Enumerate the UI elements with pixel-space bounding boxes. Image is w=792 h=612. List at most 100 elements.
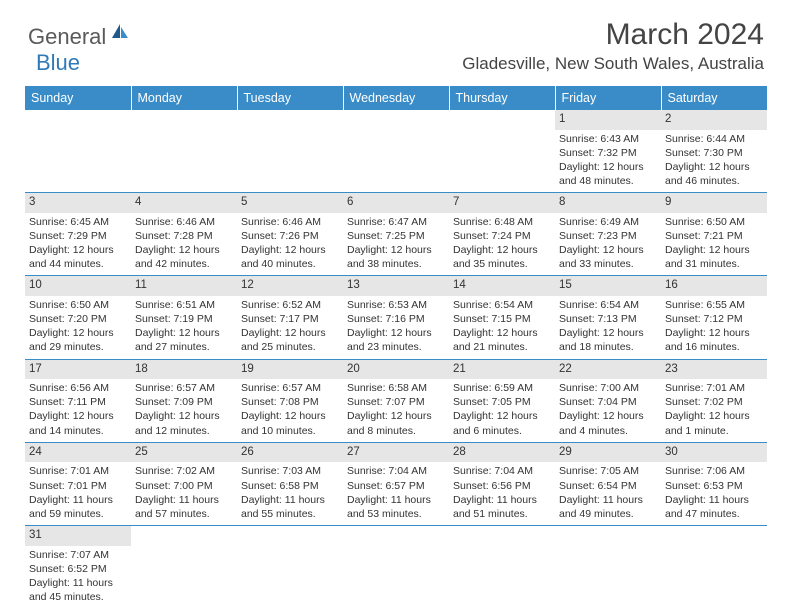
day-number: 21 (449, 360, 555, 380)
calendar-cell: 25Sunrise: 7:02 AMSunset: 7:00 PMDayligh… (131, 442, 237, 525)
calendar-cell (555, 526, 661, 609)
day-number: 27 (343, 443, 449, 463)
sunset-text: Sunset: 7:25 PM (347, 229, 445, 243)
daylight-text: Daylight: 12 hours (347, 326, 445, 340)
day-number: 10 (25, 276, 131, 296)
calendar-cell: 7Sunrise: 6:48 AMSunset: 7:24 PMDaylight… (449, 193, 555, 276)
sunrise-text: Sunrise: 6:47 AM (347, 215, 445, 229)
daylight-text: Daylight: 12 hours (29, 243, 127, 257)
daylight-text: Daylight: 11 hours (29, 576, 127, 590)
day-number: 22 (555, 360, 661, 380)
sunrise-text: Sunrise: 6:50 AM (665, 215, 763, 229)
dayheader-wed: Wednesday (343, 86, 449, 110)
day-number: 2 (661, 110, 767, 130)
day-number: 11 (131, 276, 237, 296)
daylight-text: and 47 minutes. (665, 507, 763, 521)
sunrise-text: Sunrise: 6:51 AM (135, 298, 233, 312)
calendar-cell: 23Sunrise: 7:01 AMSunset: 7:02 PMDayligh… (661, 359, 767, 442)
calendar-row: 31Sunrise: 7:07 AMSunset: 6:52 PMDayligh… (25, 526, 767, 609)
daylight-text: Daylight: 12 hours (559, 160, 657, 174)
daylight-text: Daylight: 12 hours (559, 326, 657, 340)
sunrise-text: Sunrise: 6:46 AM (241, 215, 339, 229)
day-number: 14 (449, 276, 555, 296)
daylight-text: and 45 minutes. (29, 590, 127, 604)
daylight-text: and 49 minutes. (559, 507, 657, 521)
calendar-cell: 12Sunrise: 6:52 AMSunset: 7:17 PMDayligh… (237, 276, 343, 359)
logo: General (28, 24, 132, 50)
calendar-table: Sunday Monday Tuesday Wednesday Thursday… (25, 86, 767, 608)
sunrise-text: Sunrise: 6:48 AM (453, 215, 551, 229)
day-number: 1 (555, 110, 661, 130)
daylight-text: and 8 minutes. (347, 424, 445, 438)
sunset-text: Sunset: 7:28 PM (135, 229, 233, 243)
calendar-cell: 22Sunrise: 7:00 AMSunset: 7:04 PMDayligh… (555, 359, 661, 442)
title-block: March 2024 Gladesville, New South Wales,… (462, 18, 764, 74)
calendar-cell: 31Sunrise: 7:07 AMSunset: 6:52 PMDayligh… (25, 526, 131, 609)
sunset-text: Sunset: 7:01 PM (29, 479, 127, 493)
sunrise-text: Sunrise: 7:01 AM (665, 381, 763, 395)
day-header-row: Sunday Monday Tuesday Wednesday Thursday… (25, 86, 767, 110)
dayheader-tue: Tuesday (237, 86, 343, 110)
sunset-text: Sunset: 7:05 PM (453, 395, 551, 409)
daylight-text: and 33 minutes. (559, 257, 657, 271)
sunset-text: Sunset: 7:29 PM (29, 229, 127, 243)
daylight-text: and 25 minutes. (241, 340, 339, 354)
daylight-text: Daylight: 12 hours (29, 409, 127, 423)
logo-text-general: General (28, 24, 106, 50)
daylight-text: and 18 minutes. (559, 340, 657, 354)
daylight-text: Daylight: 12 hours (453, 326, 551, 340)
daylight-text: and 57 minutes. (135, 507, 233, 521)
sunset-text: Sunset: 7:24 PM (453, 229, 551, 243)
sunset-text: Sunset: 7:23 PM (559, 229, 657, 243)
sunrise-text: Sunrise: 7:03 AM (241, 464, 339, 478)
sunset-text: Sunset: 7:12 PM (665, 312, 763, 326)
daylight-text: Daylight: 12 hours (665, 243, 763, 257)
day-number: 19 (237, 360, 343, 380)
daylight-text: and 51 minutes. (453, 507, 551, 521)
sunrise-text: Sunrise: 6:44 AM (665, 132, 763, 146)
calendar-cell (449, 526, 555, 609)
daylight-text: and 21 minutes. (453, 340, 551, 354)
dayheader-sun: Sunday (25, 86, 131, 110)
daylight-text: Daylight: 11 hours (347, 493, 445, 507)
calendar-cell: 24Sunrise: 7:01 AMSunset: 7:01 PMDayligh… (25, 442, 131, 525)
daylight-text: Daylight: 12 hours (559, 409, 657, 423)
calendar-cell (131, 526, 237, 609)
calendar-cell: 5Sunrise: 6:46 AMSunset: 7:26 PMDaylight… (237, 193, 343, 276)
daylight-text: Daylight: 12 hours (347, 409, 445, 423)
sunrise-text: Sunrise: 6:49 AM (559, 215, 657, 229)
sunset-text: Sunset: 7:26 PM (241, 229, 339, 243)
sunset-text: Sunset: 6:52 PM (29, 562, 127, 576)
calendar-cell: 11Sunrise: 6:51 AMSunset: 7:19 PMDayligh… (131, 276, 237, 359)
daylight-text: Daylight: 12 hours (135, 326, 233, 340)
sunrise-text: Sunrise: 6:54 AM (559, 298, 657, 312)
daylight-text: Daylight: 12 hours (29, 326, 127, 340)
daylight-text: and 27 minutes. (135, 340, 233, 354)
daylight-text: and 46 minutes. (665, 174, 763, 188)
daylight-text: and 35 minutes. (453, 257, 551, 271)
calendar-cell (237, 110, 343, 193)
daylight-text: and 23 minutes. (347, 340, 445, 354)
daylight-text: and 14 minutes. (29, 424, 127, 438)
dayheader-sat: Saturday (661, 86, 767, 110)
calendar-cell (25, 110, 131, 193)
sunrise-text: Sunrise: 6:55 AM (665, 298, 763, 312)
sunset-text: Sunset: 7:08 PM (241, 395, 339, 409)
day-number: 24 (25, 443, 131, 463)
sunset-text: Sunset: 7:30 PM (665, 146, 763, 160)
sail-icon (110, 22, 130, 45)
calendar-cell: 26Sunrise: 7:03 AMSunset: 6:58 PMDayligh… (237, 442, 343, 525)
calendar-cell: 29Sunrise: 7:05 AMSunset: 6:54 PMDayligh… (555, 442, 661, 525)
month-title: March 2024 (462, 18, 764, 52)
sunrise-text: Sunrise: 6:57 AM (135, 381, 233, 395)
daylight-text: Daylight: 12 hours (135, 243, 233, 257)
location-text: Gladesville, New South Wales, Australia (462, 54, 764, 74)
sunrise-text: Sunrise: 6:56 AM (29, 381, 127, 395)
daylight-text: Daylight: 12 hours (241, 409, 339, 423)
calendar-cell (661, 526, 767, 609)
daylight-text: Daylight: 11 hours (453, 493, 551, 507)
sunrise-text: Sunrise: 6:57 AM (241, 381, 339, 395)
sunrise-text: Sunrise: 6:43 AM (559, 132, 657, 146)
daylight-text: Daylight: 12 hours (241, 326, 339, 340)
calendar-cell: 13Sunrise: 6:53 AMSunset: 7:16 PMDayligh… (343, 276, 449, 359)
